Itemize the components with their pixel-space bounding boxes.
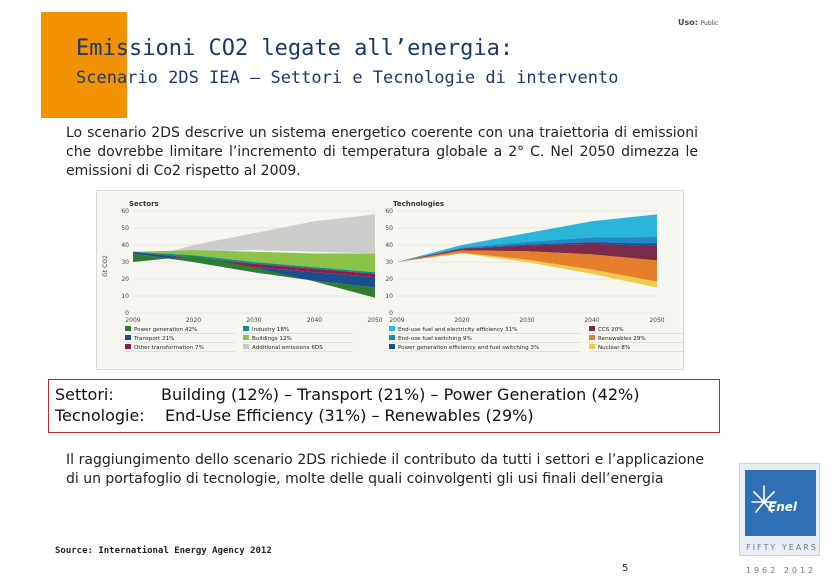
legend-swatch [125, 326, 131, 331]
intro-paragraph: Lo scenario 2DS descrive un sistema ener… [66, 125, 698, 179]
legend-label: CCS 20% [598, 327, 624, 333]
legend-label: Power generation 42% [134, 327, 197, 333]
technology-band-1 [397, 237, 657, 262]
y-tick-label: 0 [125, 310, 129, 317]
technology-band-2 [397, 242, 657, 262]
sectors-line: Settori: Building (12%) – Transport (21%)… [55, 384, 713, 405]
y-axis-label: Gt CO2 [102, 255, 109, 277]
legend-swatch [589, 344, 595, 349]
x-tick-label: 2040 [307, 317, 322, 324]
slide-title: Emissioni CO2 legate all’energia: [76, 36, 514, 61]
enel-logo-emblem [745, 470, 816, 536]
y-tick-label: 40 [385, 242, 393, 249]
legend-label: End-use fuel and electricity efficiency … [398, 327, 517, 333]
legend-swatch [125, 335, 131, 340]
uso-label: Uso: [678, 18, 698, 27]
y-tick-label: 30 [385, 259, 393, 266]
y-tick-label: 40 [121, 242, 129, 249]
legend-swatch [243, 344, 249, 349]
legend-swatch [389, 344, 395, 349]
x-tick-label: 2009 [125, 317, 140, 324]
conclusion-paragraph: Il raggiungimento dello scenario 2DS ric… [66, 452, 704, 487]
legend-swatch [389, 335, 395, 340]
legend-swatch [243, 335, 249, 340]
legend-swatch [389, 326, 395, 331]
technology-band-5 [397, 252, 657, 288]
technology-band-3 [397, 243, 657, 262]
slide-subtitle: Scenario 2DS IEA – Settori e Tecnologie … [76, 68, 619, 88]
legend-label: Transport 21% [133, 336, 174, 342]
y-tick-label: 20 [385, 276, 393, 283]
orange-accent-block [41, 12, 127, 118]
source-note: Source: International Energy Agency 2012 [55, 546, 272, 556]
legend-label: Buildings 12% [252, 336, 292, 342]
x-tick-label: 2030 [246, 317, 261, 324]
uso-value: Public [700, 20, 719, 27]
technology-band-0 [397, 214, 657, 262]
emissions-chart-figure: Sectors 0 10 20 30 40 50 60 2009 2020 2030 2040 2050… [96, 190, 685, 370]
x-tick-label: 2020 [454, 317, 469, 324]
y-tick-label: 20 [121, 276, 129, 283]
x-tick-label: 2030 [519, 317, 534, 324]
x-tick-label: 2040 [584, 317, 599, 324]
chart-title-0: Sectors [129, 200, 159, 208]
x-tick-label: 2050 [649, 317, 664, 324]
legend-label: Industry 18% [252, 327, 289, 333]
legend-label: Other transformation 7% [134, 345, 204, 351]
legend-swatch [589, 335, 595, 340]
enel-logo: Enel [739, 463, 820, 556]
x-tick-label: 2020 [186, 317, 201, 324]
fifty-years-tagline: FIFTY YEARS [746, 543, 818, 552]
x-tick-label: 2050 [367, 317, 382, 324]
technologies-line: Tecnologie: End-Use Efficiency (31%) – Re… [55, 405, 713, 426]
y-tick-label: 60 [121, 208, 129, 215]
anniversary-years: 1962 2012 [745, 566, 817, 575]
classification-label: Uso: Public [678, 18, 718, 27]
y-tick-label: 60 [385, 208, 393, 215]
technology-band-4 [397, 250, 657, 282]
sectors-label: Settori: [55, 385, 114, 404]
chart-title-1: Technologies [393, 200, 444, 208]
sectors-value: Building (12%) – Transport (21%) – Power… [161, 385, 640, 404]
legend-swatch [243, 326, 249, 331]
y-tick-label: 50 [385, 225, 393, 232]
sector-band-0 [133, 250, 375, 273]
technologies-label: Tecnologie: [55, 406, 145, 425]
power-generation-band [133, 253, 375, 298]
legend-swatch [125, 344, 131, 349]
legend-label: Additional emissions 6DS [252, 345, 323, 351]
y-tick-label: 50 [121, 225, 129, 232]
key-figures-box: Settori: Building (12%) – Transport (21%)… [48, 379, 720, 433]
enel-brand-text: Enel [768, 500, 797, 514]
legend-label: Power generation efficiency and fuel swi… [398, 345, 539, 351]
legend-label: End-use fuel switching 9% [398, 336, 472, 342]
legend-swatch [589, 326, 595, 331]
legend-label: Nuclear 8% [598, 345, 630, 351]
x-tick-label: 2009 [389, 317, 404, 324]
y-tick-label: 10 [385, 293, 393, 300]
y-tick-label: 30 [121, 259, 129, 266]
page-number: 5 [622, 563, 629, 574]
y-tick-label: 10 [121, 293, 129, 300]
legend-label: Renewables 29% [598, 336, 646, 342]
y-tick-label: 0 [389, 310, 393, 317]
technologies-value: End-Use Efficiency (31%) – Renewables (2… [165, 406, 534, 425]
